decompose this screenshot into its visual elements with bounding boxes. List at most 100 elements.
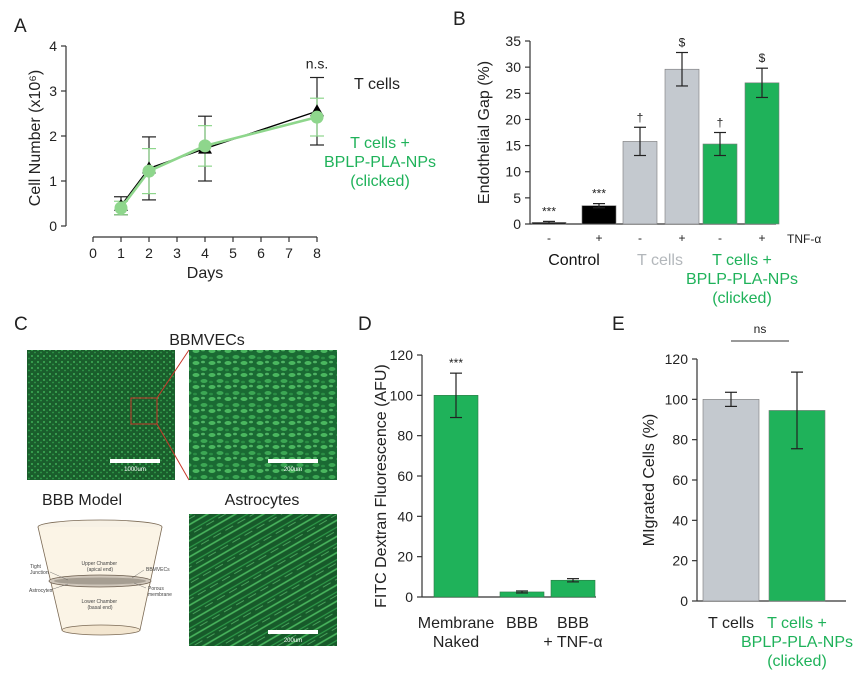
chart-e-y-tick-label: 100	[665, 391, 689, 407]
chart-e-category-label: T cells	[708, 615, 754, 632]
chart-b-group-label: T cells + BPLP-PLA-NPs (clicked)	[686, 252, 798, 307]
chart-e-ns-label: ns	[754, 322, 767, 336]
chart-d-bar	[433, 395, 479, 598]
scale-label-right: 200um	[284, 467, 302, 473]
chart-b-group-label-line: Control	[548, 252, 600, 269]
chart-b-bar	[664, 68, 700, 225]
chart-b-y-tick-label: 25	[505, 85, 521, 101]
chart-d-category-label: BBB	[506, 615, 538, 632]
chart-b-group-label-line: BPLP-PLA-NPs	[686, 271, 798, 288]
chart-d-y-axis-title: FITC Dextran Fluorescence (AFU)	[373, 364, 390, 608]
chart-d-category-label-line: Membrane	[418, 615, 495, 632]
chart-a-x-tick-label: 7	[285, 245, 293, 261]
bbmvecs-high-mag-image	[189, 350, 337, 480]
chart-e-category-label-line: T cells	[708, 615, 754, 632]
chart-d-y-tick-label: 80	[397, 428, 413, 444]
chart-b-significance-label: ***	[592, 187, 606, 201]
chart-a-y-tick-label: 0	[49, 218, 57, 234]
chart-b-significance-label: ***	[542, 204, 556, 218]
chart-e-category-label-line: (clicked)	[767, 653, 827, 670]
chart-b-bar	[744, 82, 780, 225]
chart-d-y-tick-label: 120	[390, 347, 414, 363]
chart-d-category-label-line: BBB	[506, 615, 538, 632]
chart-a-legend-nps: T cells + BPLP-PLA-NPs (clicked)	[324, 135, 436, 190]
bbmvecs-title: BBMVECs	[169, 332, 245, 349]
zoom-line-top	[156, 349, 190, 399]
chart-b-group-label-line: T cells	[637, 252, 683, 269]
chart-e-category-label-line: T cells +	[767, 615, 827, 632]
chart-b-y-tick-label: 20	[505, 111, 521, 127]
chart-a-point-nps	[310, 110, 324, 124]
chart-a-y-tick-label: 2	[49, 128, 57, 144]
chart-e-y-tick-label: 0	[680, 593, 688, 609]
chart-a-legend-nps-line: (clicked)	[350, 173, 410, 190]
chart-b-tnf-tick-label: +	[595, 231, 602, 245]
chart-b-tnf-tick-label: +	[678, 231, 685, 245]
panel-e-letter: E	[612, 314, 625, 335]
chart-a-series-line	[119, 115, 318, 209]
zoom-line-bottom	[156, 423, 190, 481]
chart-e-y-tick-label: 120	[665, 351, 689, 367]
chart-d-category-label: Membrane Naked	[418, 615, 495, 651]
chart-a-y-tick-label: 4	[49, 38, 57, 54]
chart-a-x-tick-label: 2	[145, 245, 153, 261]
chart-b-y-tick-label: 15	[505, 138, 521, 154]
chart-e-y-tick-label: 60	[672, 472, 688, 488]
chart-e-y-tick-label: 80	[672, 432, 688, 448]
panel-b-letter: B	[453, 9, 466, 30]
astrocytes-diagram-label: Astrocytes	[29, 588, 53, 594]
chart-e-y-tick-label: 40	[672, 512, 688, 528]
chart-b-tnf-tick-label: -	[718, 231, 722, 245]
chart-b-y-tick-label: 30	[505, 59, 521, 75]
chart-b-group-label-line: (clicked)	[712, 290, 772, 307]
bbmvecs-low-mag-image	[27, 350, 175, 480]
chart-a-x-tick-label: 5	[229, 245, 237, 261]
chart-e-bar	[702, 399, 760, 602]
tight-junction-label: Tight Junction	[30, 564, 49, 576]
chart-d-bar	[550, 579, 596, 598]
chart-a-point-nps	[198, 139, 212, 153]
chart-b-bar	[581, 205, 617, 225]
upper-chamber-label: Upper Chamber (apical end)	[82, 561, 119, 573]
chart-b-endothelial-gap: 0 5 10 15 20 25 30 35 Endothelial Gap (%) *** - ***…	[476, 33, 821, 307]
chart-d-y-tick-label: 40	[397, 508, 413, 524]
chart-a-x-tick-label: 8	[313, 245, 321, 261]
chart-a-x-axis-title: Days	[187, 265, 223, 282]
bbmvecs-diagram-label: BBMVECs	[146, 567, 170, 573]
chart-a-x-tick-label: 0	[89, 245, 97, 261]
chart-b-tnf-tick-label: -	[638, 231, 642, 245]
chart-a-x-tick-label: 1	[117, 245, 125, 261]
chart-b-y-tick-label: 5	[513, 190, 521, 206]
chart-a-legend-nps-line: T cells +	[350, 135, 410, 152]
chart-e-category-label-line: BPLP-PLA-NPs	[741, 634, 853, 651]
chart-a-legend-tcells-line: T cells	[354, 76, 400, 93]
panel-a-letter: A	[14, 16, 27, 37]
panel-d-letter: D	[358, 314, 372, 335]
astrocytes-title: Astrocytes	[225, 492, 300, 509]
chart-b-y-tick-label: 0	[513, 216, 521, 232]
chart-a-x-tick-label: 4	[201, 245, 209, 261]
zoom-region-box	[130, 397, 158, 425]
chart-e-y-axis-title: MIgrated Cells (%)	[641, 414, 658, 546]
chart-d-y-tick-label: 0	[405, 589, 413, 605]
chart-e-migrated-cells: 0 20 40 60 80 100 120 MIgrated Cells (%) T cells…	[641, 322, 853, 670]
chart-a-cell-number: 0 1 2 3 4 0 1 2 3 4 5 6 7 8 Days Cell Number (x10⁶) n.s.…	[27, 38, 436, 282]
chart-a-ns-annotation: n.s.	[306, 56, 329, 72]
chart-d-significance-label: ***	[449, 356, 463, 370]
chart-b-y-tick-label: 35	[505, 33, 521, 49]
chart-d-category-label: BBB + TNF-α	[543, 615, 602, 651]
panel-c-micrographs: BBMVECs 1000um 200um BBB Model Astrocyte…	[27, 332, 337, 646]
scale-label-astro: 200um	[284, 638, 302, 644]
chart-a-x-tick-label: 6	[257, 245, 265, 261]
chart-b-significance-label: †	[717, 116, 724, 130]
chart-d-category-label-line: + TNF-α	[543, 634, 602, 651]
bbb-model-title: BBB Model	[42, 492, 122, 509]
chart-b-group-label: T cells	[637, 252, 683, 269]
chart-b-significance-label: $	[759, 51, 766, 65]
chart-a-y-tick-label: 1	[49, 173, 57, 189]
panel-c-letter: C	[14, 314, 28, 335]
chart-b-significance-label: $	[679, 36, 686, 50]
chart-d-category-label-line: Naked	[433, 634, 479, 651]
chart-d-y-tick-label: 60	[397, 468, 413, 484]
